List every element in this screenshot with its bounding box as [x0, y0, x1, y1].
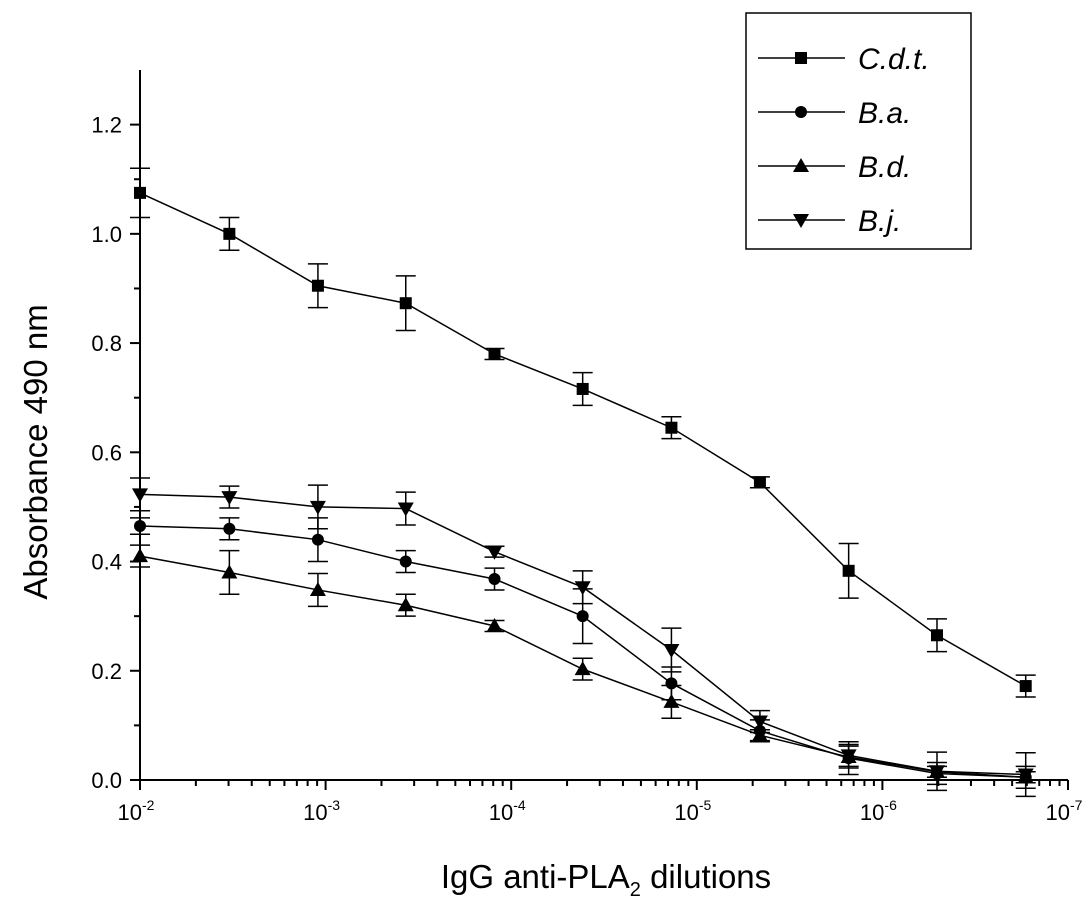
- y-tick-label: 0.2: [91, 659, 122, 684]
- x-tick-label-exponent: -6: [884, 797, 897, 813]
- series-line: [139, 525, 1026, 779]
- x-tick-label-base: 10: [489, 800, 513, 825]
- x-tick-label-exponent: -3: [328, 797, 341, 813]
- y-tick-label: 0.0: [91, 768, 122, 793]
- x-axis-label-subscript: 2: [630, 879, 641, 901]
- y-tick-label: 0.8: [91, 331, 122, 356]
- data-point: [930, 629, 943, 642]
- data-point: [751, 715, 768, 730]
- data-point: [1017, 768, 1034, 783]
- data-point: [840, 749, 857, 764]
- x-tick-label-exponent: -2: [142, 797, 155, 813]
- data-point: [486, 545, 503, 560]
- data-point: [399, 555, 412, 568]
- data-point: [309, 500, 326, 515]
- legend-box: [745, 12, 972, 250]
- x-axis-label-after: dilutions: [641, 858, 771, 895]
- y-tick-label: 0.6: [91, 440, 122, 465]
- data-point: [665, 677, 678, 690]
- legend-entry: B.j.: [758, 205, 901, 238]
- legend-label: B.d.: [858, 151, 911, 184]
- legend-label: B.a.: [858, 97, 911, 130]
- data-point: [399, 297, 412, 310]
- legend-entry: C.d.t.: [758, 43, 930, 76]
- x-tick-label-exponent: -4: [513, 797, 526, 813]
- x-tick-label-base: 10: [1046, 800, 1070, 825]
- x-tick-label-exponent: -7: [1070, 797, 1083, 813]
- x-tick-label: 10-4: [489, 797, 526, 825]
- data-point: [311, 279, 324, 292]
- data-point: [221, 564, 238, 579]
- x-axis-label: IgG anti-PLA2 dilutions: [441, 858, 771, 901]
- x-tick-label-exponent: -5: [699, 797, 712, 813]
- y-tick-label: 0.4: [91, 550, 122, 575]
- data-point: [309, 581, 326, 596]
- legend-label: C.d.t.: [858, 43, 930, 76]
- data-point: [753, 476, 766, 489]
- legend: C.d.t. B.a. B.d. B.j.: [745, 12, 972, 250]
- data-point: [486, 617, 503, 632]
- x-axis-label-main: IgG anti-PLA: [441, 858, 630, 895]
- legend-entry: B.d.: [758, 151, 911, 184]
- data-point: [842, 564, 855, 577]
- y-tick-label: 1.2: [91, 113, 122, 138]
- data-point: [221, 491, 238, 506]
- data-point: [574, 661, 591, 676]
- data-point: [397, 502, 414, 517]
- legend-marker: [795, 106, 807, 118]
- data-point: [1019, 680, 1032, 693]
- data-point: [576, 382, 589, 395]
- data-point: [397, 597, 414, 612]
- data-point: [223, 227, 236, 240]
- legend-entry: B.a.: [758, 97, 911, 130]
- data-point: [928, 765, 945, 780]
- y-axis-label: Absorbance 490 nm: [17, 304, 54, 599]
- data-point: [751, 727, 768, 742]
- data-point: [488, 573, 501, 586]
- x-tick-label: 10-3: [303, 797, 340, 825]
- x-axis: 10-2 10-3 10-4 10-5 10-6 10-7: [118, 779, 1083, 825]
- x-tick-label: 10-6: [860, 797, 897, 825]
- series-square: [130, 167, 1036, 698]
- x-tick-label: 10-7: [1046, 797, 1083, 825]
- x-tick-label-base: 10: [860, 800, 884, 825]
- legend-marker: [793, 158, 809, 172]
- legend-marker: [793, 214, 809, 228]
- data-point: [223, 522, 236, 535]
- x-tick-label-base: 10: [674, 800, 698, 825]
- x-tick-label-base: 10: [118, 800, 142, 825]
- y-tick-label: 1.0: [91, 222, 122, 247]
- data-point: [663, 644, 680, 659]
- x-tick-label: 10-5: [674, 797, 711, 825]
- data-point: [311, 533, 324, 546]
- y-axis: 0.0 0.2 0.4 0.6 0.8 1.0 1.2: [91, 70, 141, 793]
- data-point: [576, 610, 589, 623]
- series-circle: [130, 517, 1036, 789]
- x-tick-label-base: 10: [303, 800, 327, 825]
- data-point: [663, 693, 680, 708]
- legend-marker: [795, 52, 807, 64]
- data-point: [488, 348, 501, 360]
- plot-area: [130, 167, 1036, 798]
- legend-label: B.j.: [858, 205, 901, 238]
- data-point: [574, 581, 591, 596]
- data-point: [665, 421, 678, 434]
- x-tick-label: 10-2: [118, 797, 155, 825]
